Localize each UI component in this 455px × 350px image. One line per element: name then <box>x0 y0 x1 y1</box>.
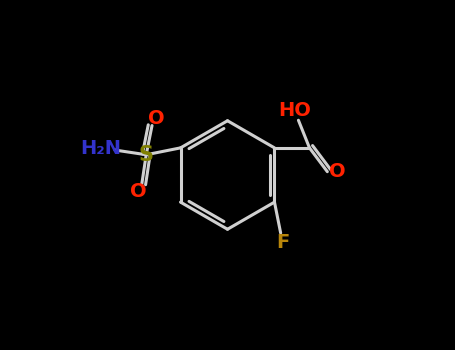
Text: HO: HO <box>278 101 311 120</box>
Text: O: O <box>329 162 345 181</box>
Text: H₂N: H₂N <box>80 139 121 158</box>
Text: O: O <box>148 109 165 128</box>
Text: S: S <box>139 145 154 165</box>
Text: O: O <box>130 182 147 201</box>
Text: F: F <box>276 233 289 252</box>
